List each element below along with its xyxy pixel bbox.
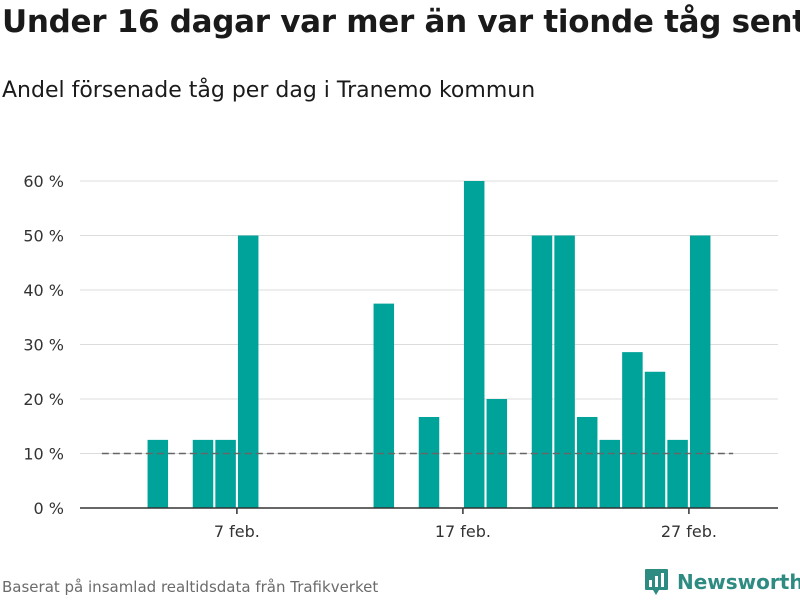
y-tick-label: 40 % xyxy=(23,281,64,300)
y-tick-label: 20 % xyxy=(23,390,64,409)
brand-logo: Newsworthy xyxy=(644,568,800,596)
bar-7 xyxy=(215,439,236,508)
x-tick-label: 17 feb. xyxy=(435,522,491,541)
bar-22 xyxy=(554,235,575,508)
y-tick-label: 60 % xyxy=(23,172,64,191)
bar-4 xyxy=(147,439,169,508)
bar-21 xyxy=(531,235,553,508)
axes: 0 % 10 % 20 % 30 % 40 % 50 % 60 % 7 feb. 17 feb.… xyxy=(23,172,778,541)
bar-6 xyxy=(192,439,214,508)
bar-8 xyxy=(237,235,259,508)
grid-lines xyxy=(80,180,778,454)
y-tick-label: 0 % xyxy=(34,499,64,518)
bar-23 xyxy=(576,416,598,508)
x-tick-label: 7 feb. xyxy=(214,522,260,541)
x-tick-label: 27 feb. xyxy=(661,522,717,541)
bar-16 xyxy=(418,416,440,508)
bar-28 xyxy=(689,235,711,508)
source-note: Baserat på insamlad realtidsdata från Tr… xyxy=(2,578,379,596)
bars xyxy=(147,181,711,508)
bar-chart: 0 % 10 % 20 % 30 % 40 % 50 % 60 % 7 feb. 17 feb.… xyxy=(23,172,778,541)
brand-name: Newsworthy xyxy=(677,570,800,594)
y-tick-label: 30 % xyxy=(23,336,64,355)
y-tick-label: 50 % xyxy=(23,227,64,246)
bar-19 xyxy=(486,399,508,508)
chart-title: Under 16 dagar var mer än var tionde tåg… xyxy=(2,4,800,40)
y-tick-label: 10 % xyxy=(23,445,64,464)
bar-26 xyxy=(644,371,666,508)
bar-27 xyxy=(667,439,688,508)
bar-25 xyxy=(622,352,643,508)
newsworthy-icon xyxy=(645,569,668,595)
chart-subtitle: Andel försenade tåg per dag i Tranemo ko… xyxy=(2,78,536,103)
bar-18 xyxy=(463,181,485,508)
bar-24 xyxy=(599,439,621,508)
bar-14 xyxy=(373,303,395,508)
